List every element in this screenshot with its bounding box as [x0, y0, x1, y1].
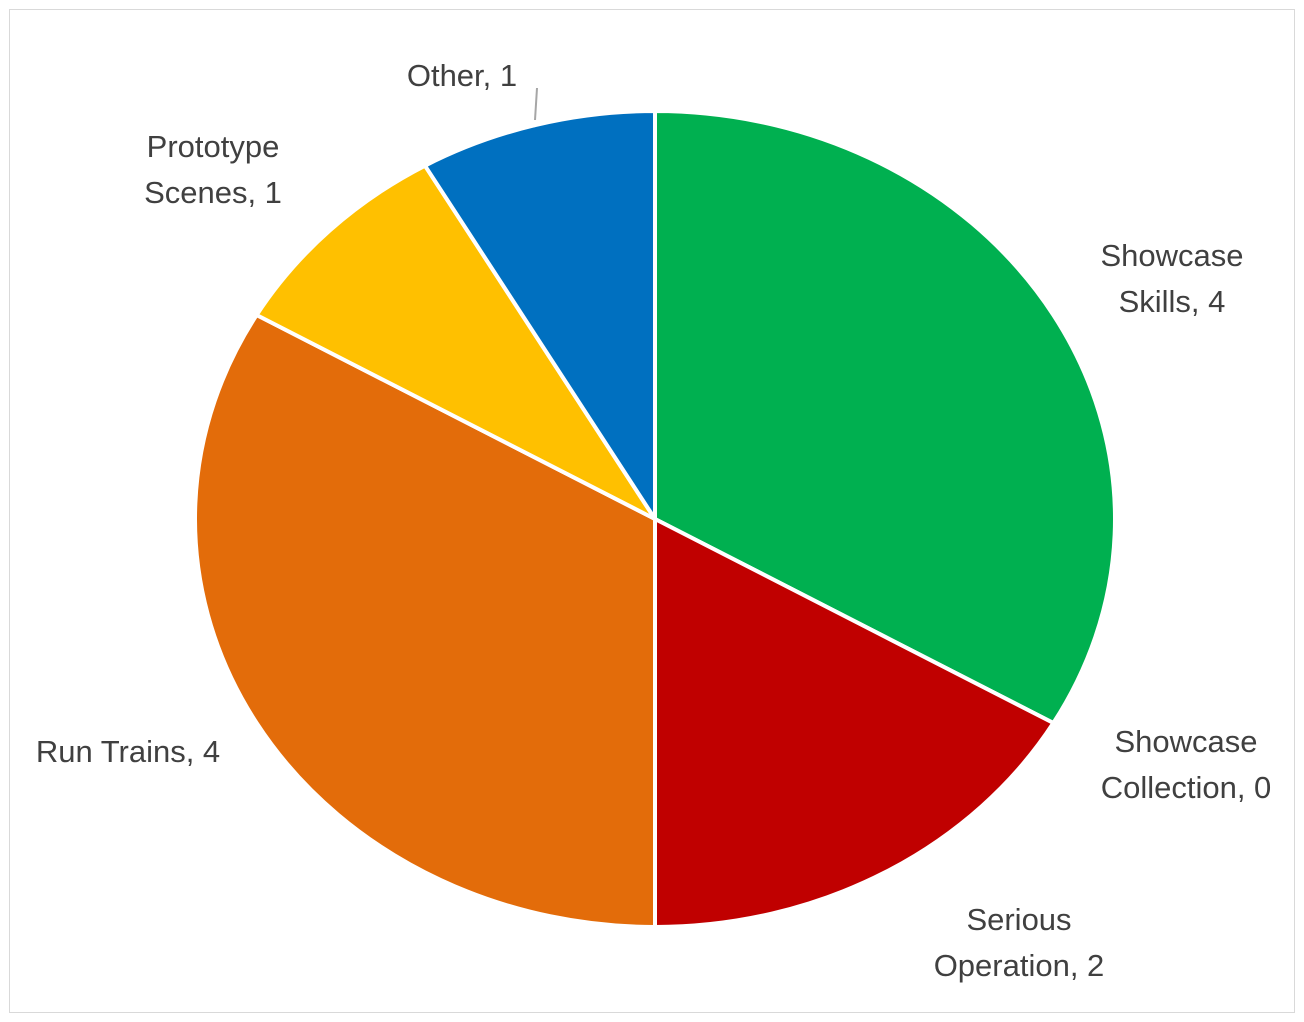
data-label-prototype-scenes: Prototype Scenes, 1: [144, 129, 282, 210]
data-label-line: Operation, 2: [934, 948, 1105, 983]
data-label-line: Serious: [966, 902, 1071, 937]
pie-slice-serious-operation: [653, 517, 1056, 929]
data-label-serious-operation: Serious Operation, 2: [934, 902, 1105, 983]
data-label-line: Scenes, 1: [144, 175, 282, 210]
pie-slice-prototype-scenes: [254, 163, 657, 521]
data-label-line: Collection, 0: [1101, 770, 1272, 805]
data-label-showcase-collection: Showcase Collection, 0: [1101, 724, 1272, 805]
data-label-run-trains: Run Trains, 4: [36, 734, 220, 769]
data-label-line: Skills, 4: [1119, 284, 1226, 319]
data-label-line: Run Trains, 4: [36, 734, 220, 769]
data-label-showcase-skills: Showcase Skills, 4: [1100, 238, 1243, 319]
pie-slice-run-trains: [193, 313, 657, 929]
data-label-line: Showcase: [1114, 724, 1257, 759]
pie-slice-showcase-skills: [653, 109, 1117, 725]
data-label-line: Showcase: [1100, 238, 1243, 273]
data-label-line: Prototype: [147, 129, 280, 164]
other-leader-line: [534, 87, 538, 121]
data-label-other: Other, 1: [407, 58, 517, 93]
pie-slice-other: [423, 109, 657, 521]
data-label-line: Other, 1: [407, 58, 517, 93]
